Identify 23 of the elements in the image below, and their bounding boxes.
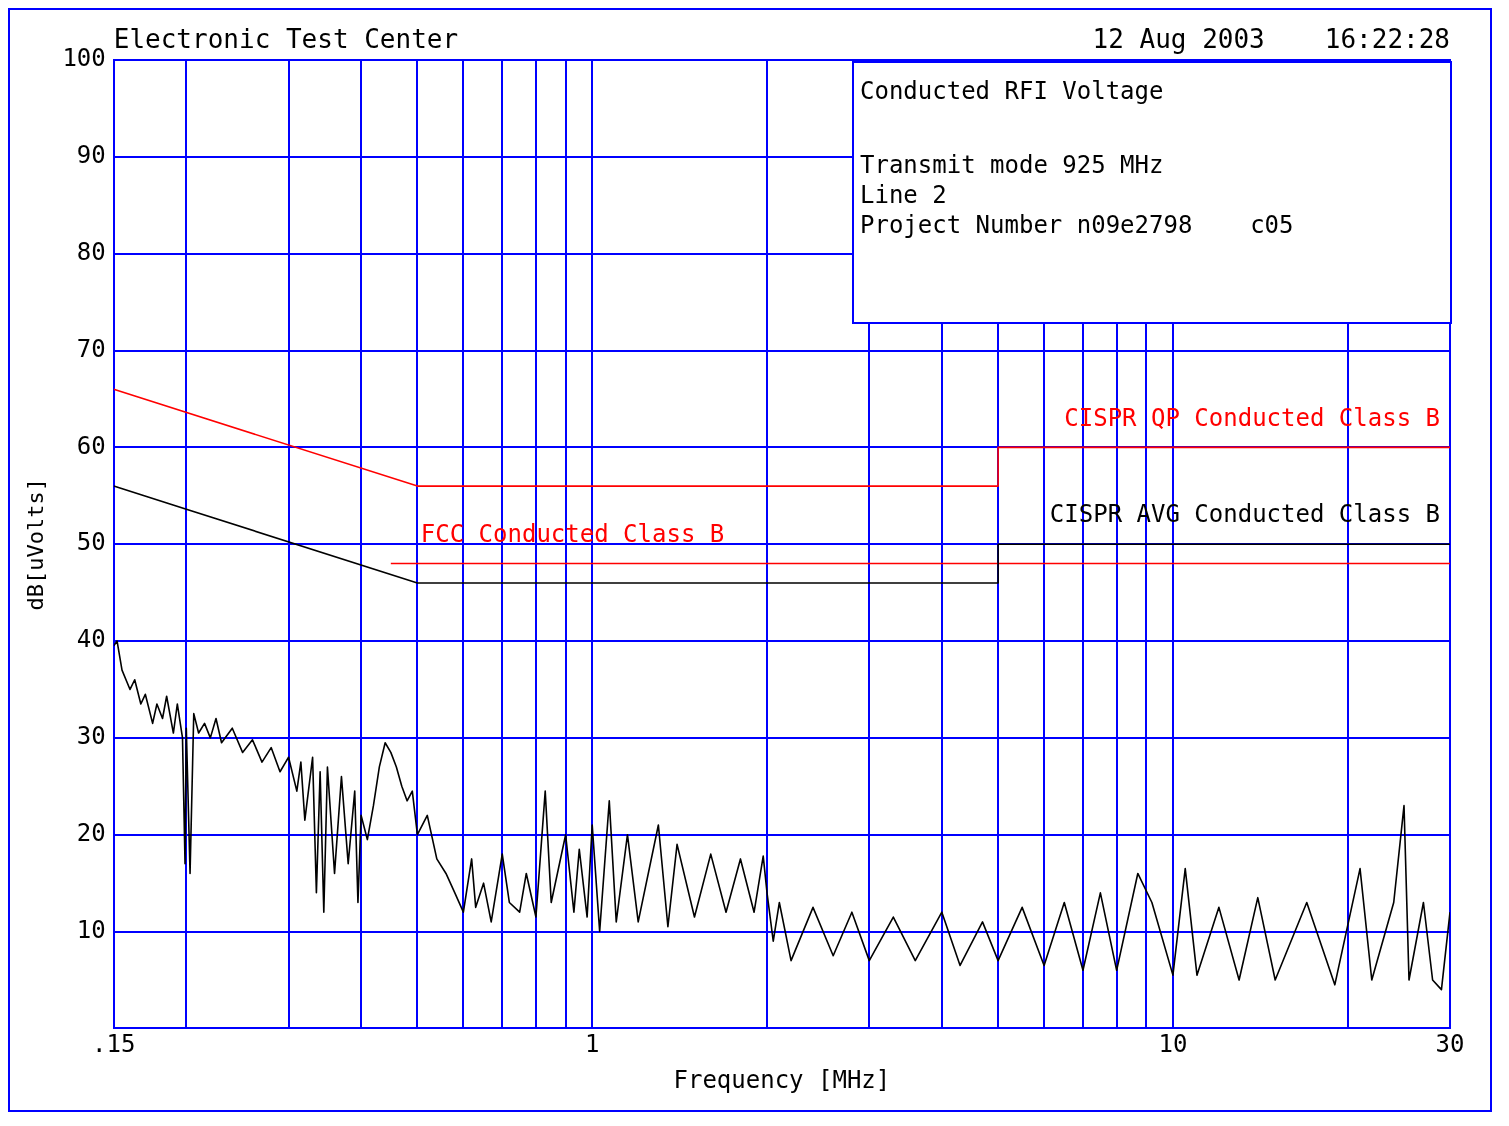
- x-tick-label: 10: [1158, 1030, 1188, 1059]
- y-tick-label: 30: [76, 722, 106, 751]
- annotation: Transmit mode 925 MHz: [860, 151, 1165, 179]
- text: 12 Aug 2003: [1092, 23, 1265, 54]
- x-axis-title: Frequency [MHz]: [673, 1065, 891, 1094]
- y-axis-title: dB[uVolts]: [22, 477, 48, 611]
- y-tick-label: 50: [76, 528, 106, 557]
- y-tick-label: 20: [76, 818, 106, 847]
- x-tick-label: 1: [584, 1030, 600, 1059]
- y-tick-label: 100: [62, 44, 106, 73]
- y-tick-label: 70: [76, 334, 106, 363]
- y-tick-label: 60: [76, 431, 106, 460]
- annotation: Line 2: [860, 181, 948, 209]
- y-tick-label: 10: [76, 915, 106, 944]
- annotation: Project Number n09e2798 c05: [860, 211, 1295, 239]
- y-tick-label: 40: [76, 625, 106, 654]
- y-tick-label: 80: [76, 237, 106, 266]
- x-tick-label: 30: [1435, 1030, 1465, 1059]
- text: 16:22:28: [1324, 23, 1450, 54]
- y-tick-label: 90: [76, 141, 106, 170]
- annotation: Conducted RFI Voltage: [860, 77, 1165, 105]
- x-tick-label: .15: [92, 1030, 136, 1059]
- chart-title: Electronic Test Center: [113, 23, 459, 54]
